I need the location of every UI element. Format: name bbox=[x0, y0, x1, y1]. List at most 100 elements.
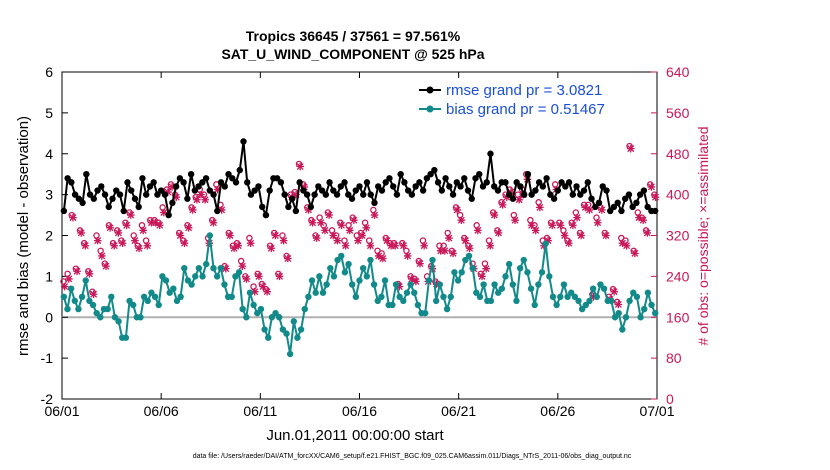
obs-assimilated-marker bbox=[151, 218, 160, 227]
bias-point bbox=[575, 297, 582, 305]
obs-assimilated-marker bbox=[585, 206, 594, 214]
obs-possible-marker bbox=[551, 181, 559, 188]
y-right-tick-label: 80 bbox=[666, 350, 682, 366]
rmse-point bbox=[573, 183, 580, 190]
rmse-point bbox=[401, 179, 408, 186]
obs-assimilated-marker bbox=[556, 221, 565, 230]
obs-assimilated-marker bbox=[296, 162, 304, 171]
obs-assimilated-marker bbox=[164, 188, 172, 196]
bias-point bbox=[370, 281, 378, 288]
rmse-point bbox=[180, 179, 187, 186]
rmse-point bbox=[165, 211, 172, 219]
bias-point bbox=[111, 314, 119, 321]
rmse-point bbox=[202, 175, 210, 182]
rmse-point bbox=[505, 191, 513, 198]
rmse-point bbox=[584, 179, 591, 186]
y-tick-label: 1 bbox=[45, 268, 53, 284]
bias-point bbox=[246, 289, 254, 296]
rmse-point bbox=[199, 179, 206, 186]
obs-assimilated-marker bbox=[548, 221, 557, 230]
obs-possible-marker bbox=[237, 257, 245, 265]
bias-point bbox=[345, 260, 352, 268]
obs-possible-marker bbox=[142, 237, 150, 244]
bias-point bbox=[188, 281, 195, 288]
bias-point bbox=[411, 289, 418, 296]
obs-assimilated-marker bbox=[317, 218, 325, 227]
obs-assimilated-marker bbox=[147, 218, 156, 227]
rmse-point bbox=[513, 179, 520, 186]
rmse-point bbox=[577, 191, 584, 198]
bias-point bbox=[86, 297, 93, 305]
bias-point bbox=[184, 277, 192, 284]
rmse-point bbox=[607, 207, 614, 215]
bias-point bbox=[217, 265, 224, 272]
rmse-point bbox=[427, 170, 434, 178]
rmse-point bbox=[416, 179, 423, 186]
obs-assimilated-marker bbox=[511, 216, 519, 224]
rmse-point bbox=[356, 183, 363, 190]
obs-assimilated-marker bbox=[155, 221, 164, 230]
rmse-point bbox=[64, 175, 71, 182]
bias-point bbox=[257, 305, 265, 313]
rmse-point bbox=[210, 191, 217, 198]
obs-assimilated-marker bbox=[379, 254, 387, 263]
rmse-point bbox=[629, 203, 636, 211]
obs-assimilated-marker bbox=[354, 236, 362, 245]
obs-assimilated-marker bbox=[412, 277, 420, 286]
bias-point bbox=[535, 281, 542, 288]
obs-assimilated-marker bbox=[341, 241, 350, 250]
obs-assimilated-marker bbox=[614, 300, 623, 309]
rmse-point bbox=[79, 199, 86, 206]
bias-point bbox=[348, 281, 356, 288]
bias-point bbox=[239, 305, 246, 313]
obs-assimilated-marker bbox=[362, 224, 371, 232]
rmse-point bbox=[348, 195, 356, 202]
y-right-tick-label: 240 bbox=[666, 268, 690, 284]
bias-point bbox=[593, 293, 600, 301]
bias-point bbox=[498, 285, 506, 292]
bias-point bbox=[516, 265, 524, 272]
bias-point bbox=[341, 269, 349, 276]
bias-point bbox=[235, 269, 243, 276]
bias-point bbox=[400, 297, 407, 305]
obs-assimilated-marker bbox=[160, 208, 168, 217]
obs-possible-marker bbox=[64, 270, 71, 278]
rmse-point bbox=[389, 183, 397, 190]
obs-assimilated-marker bbox=[308, 218, 317, 227]
bias-point bbox=[432, 297, 440, 305]
bias-point bbox=[630, 289, 637, 296]
bias-point bbox=[301, 305, 308, 313]
obs-assimilated-marker bbox=[581, 203, 590, 212]
obs-assimilated-marker bbox=[490, 211, 499, 219]
bias-point bbox=[619, 326, 626, 333]
bias-point bbox=[319, 289, 327, 296]
rmse-point bbox=[273, 175, 281, 182]
x-tick-label: 06/26 bbox=[540, 403, 575, 419]
obs-assimilated-marker bbox=[403, 252, 412, 260]
obs-assimilated-marker bbox=[283, 254, 292, 263]
obs-assimilated-marker bbox=[631, 249, 639, 258]
bias-point bbox=[221, 281, 228, 288]
obs-assimilated-marker bbox=[69, 213, 77, 222]
bias-point bbox=[524, 269, 531, 276]
bias-point bbox=[78, 293, 86, 301]
obs-assimilated-marker bbox=[626, 144, 635, 153]
rmse-point bbox=[187, 170, 195, 178]
rmse-point bbox=[277, 179, 285, 186]
rmse-point bbox=[75, 195, 83, 202]
obs-assimilated-marker bbox=[358, 231, 366, 240]
obs-assimilated-marker bbox=[102, 262, 110, 270]
rmse-point bbox=[240, 138, 247, 145]
bias-point bbox=[82, 277, 89, 284]
rmse-point bbox=[614, 199, 621, 206]
obs-assimilated-marker bbox=[250, 287, 259, 296]
bias-point bbox=[374, 297, 381, 305]
obs-assimilated-marker bbox=[209, 218, 218, 227]
rmse-point bbox=[128, 187, 135, 194]
bias-point bbox=[487, 297, 495, 305]
rmse-point bbox=[633, 199, 640, 206]
bias-point bbox=[586, 297, 593, 305]
obs-assimilated-marker bbox=[391, 241, 400, 250]
obs-assimilated-marker bbox=[143, 241, 152, 250]
rmse-point bbox=[161, 191, 169, 198]
